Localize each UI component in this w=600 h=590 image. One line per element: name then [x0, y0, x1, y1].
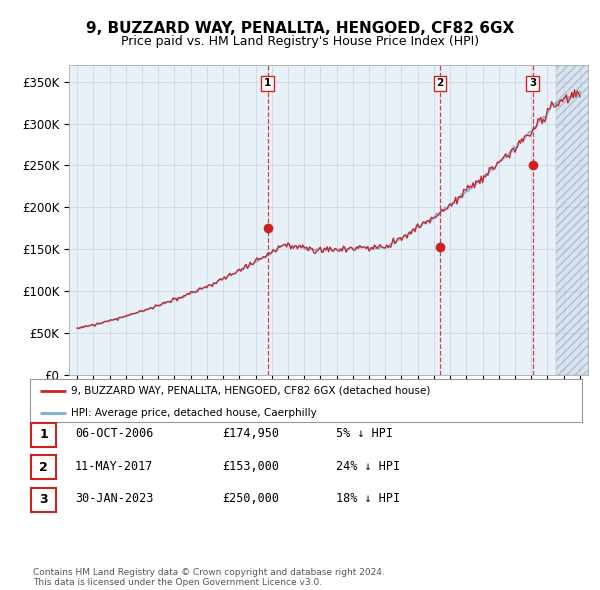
Text: HPI: Average price, detached house, Caerphilly: HPI: Average price, detached house, Caer… [71, 408, 317, 418]
Text: 1: 1 [264, 78, 271, 88]
Text: 11-MAY-2017: 11-MAY-2017 [75, 460, 154, 473]
Text: 18% ↓ HPI: 18% ↓ HPI [336, 492, 400, 505]
Text: £174,950: £174,950 [222, 427, 279, 440]
Text: 2: 2 [436, 78, 443, 88]
Text: 30-JAN-2023: 30-JAN-2023 [75, 492, 154, 505]
Text: £250,000: £250,000 [222, 492, 279, 505]
Text: 5% ↓ HPI: 5% ↓ HPI [336, 427, 393, 440]
Text: Price paid vs. HM Land Registry's House Price Index (HPI): Price paid vs. HM Land Registry's House … [121, 35, 479, 48]
Text: £153,000: £153,000 [222, 460, 279, 473]
Text: Contains HM Land Registry data © Crown copyright and database right 2024.
This d: Contains HM Land Registry data © Crown c… [33, 568, 385, 587]
Text: 3: 3 [40, 493, 48, 506]
Text: 1: 1 [40, 428, 48, 441]
Text: 3: 3 [529, 78, 536, 88]
Text: 9, BUZZARD WAY, PENALLTA, HENGOED, CF82 6GX (detached house): 9, BUZZARD WAY, PENALLTA, HENGOED, CF82 … [71, 386, 431, 396]
Text: 06-OCT-2006: 06-OCT-2006 [75, 427, 154, 440]
Text: 24% ↓ HPI: 24% ↓ HPI [336, 460, 400, 473]
Text: 2: 2 [40, 461, 48, 474]
Text: 9, BUZZARD WAY, PENALLTA, HENGOED, CF82 6GX: 9, BUZZARD WAY, PENALLTA, HENGOED, CF82 … [86, 21, 514, 35]
